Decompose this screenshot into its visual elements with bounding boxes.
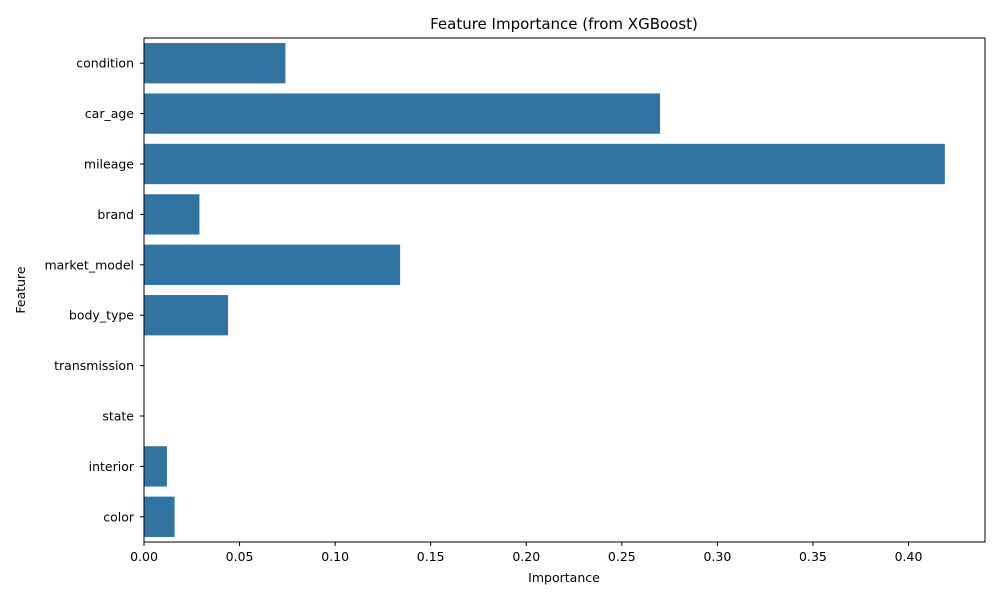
y-tick-label: state <box>102 409 134 424</box>
x-axis-label: Importance <box>528 570 600 585</box>
x-tick-label: 0.10 <box>321 549 349 564</box>
bar-condition <box>144 43 286 84</box>
x-tick-label: 0.30 <box>703 549 731 564</box>
x-tick-label: 0.20 <box>512 549 540 564</box>
chart-title: Feature Importance (from XGBoost) <box>430 15 698 33</box>
x-tick-label: 0.00 <box>130 549 158 564</box>
y-tick-label: interior <box>89 459 135 474</box>
bar-mileage <box>144 143 945 185</box>
y-tick-label: transmission <box>54 358 134 373</box>
x-tick-label: 0.15 <box>417 549 445 564</box>
bar-car-age <box>144 93 661 134</box>
y-axis-label: Feature <box>13 266 28 314</box>
x-tick-label: 0.40 <box>895 549 923 564</box>
x-tick-label: 0.25 <box>608 549 636 564</box>
plot-frame <box>143 37 986 543</box>
y-tick-label: color <box>103 509 135 524</box>
y-tick-label: mileage <box>84 157 134 172</box>
y-tick-label: market_model <box>44 257 134 272</box>
bar-color <box>144 496 175 537</box>
y-tick-label: car_age <box>85 106 135 121</box>
bar-interior <box>144 446 167 487</box>
x-tick-label: 0.05 <box>226 549 254 564</box>
y-tick-label: body_type <box>69 308 134 323</box>
y-tick-label: brand <box>97 207 134 222</box>
bar-market-model <box>144 244 401 285</box>
bar-brand <box>144 194 200 235</box>
y-tick-label: condition <box>76 56 134 71</box>
x-tick-label: 0.35 <box>799 549 827 564</box>
bar-body-type <box>144 295 229 336</box>
